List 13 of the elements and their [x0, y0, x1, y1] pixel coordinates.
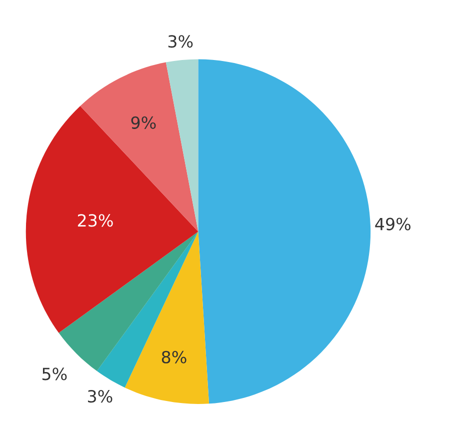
pie-slice — [80, 62, 198, 232]
data-label: 49% — [375, 218, 410, 230]
data-label: 3% — [88, 390, 112, 403]
pie-slice — [96, 232, 198, 388]
pie-slice — [166, 59, 198, 232]
pie-slice — [26, 106, 198, 333]
pie-slice — [198, 59, 370, 404]
data-label: 3% — [168, 35, 193, 48]
data-label: 9% — [131, 116, 156, 129]
data-label: 23% — [78, 214, 113, 227]
data-label: 8% — [162, 350, 186, 364]
data-label: 5% — [42, 368, 67, 380]
pie-slice — [124, 232, 210, 404]
